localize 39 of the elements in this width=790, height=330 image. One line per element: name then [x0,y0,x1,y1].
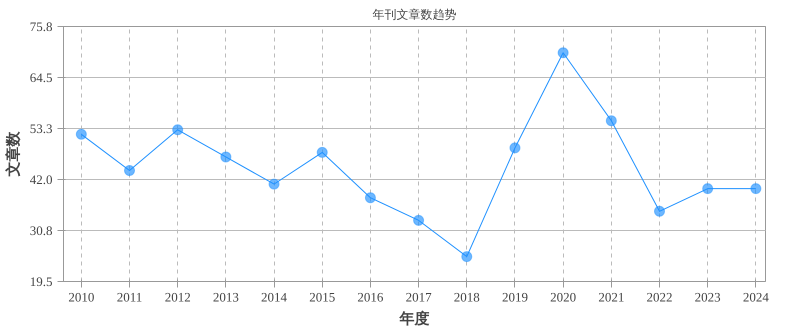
point [364,192,376,204]
point [461,251,472,262]
point [316,146,328,158]
point [413,214,424,226]
x-tick-label: 2016 [357,290,384,304]
y-tick-label: 53.3 [30,120,52,136]
x-tick-label: 2010 [68,290,94,304]
y-tick-label: 64.5 [30,70,52,86]
x-tick-label: 2022 [646,290,672,304]
x-tick-label: 2015 [309,290,336,304]
point [509,142,520,154]
x-tick-label: 2024 [742,290,770,304]
point [702,183,714,194]
x-tick-label: 2014 [261,290,288,304]
x-tick-label: 2011 [116,290,142,304]
x-axis-title: 年度 [398,310,430,328]
x-tick-label: 2012 [164,290,191,304]
point [124,165,136,176]
y-tick-label: 75.8 [30,19,52,34]
point [220,151,232,162]
x-tick-label: 2023 [694,290,721,304]
point [172,124,184,136]
point [76,128,87,140]
x-tick-label: 2020 [550,290,576,304]
y-tick-label: 42.0 [30,172,52,188]
point [558,47,569,58]
x-tick-label: 2017 [406,290,432,304]
chart-title: 年刊文章数趋势 [372,8,456,22]
y-axis-title: 文章数 [4,130,22,178]
x-tick-label: 2018 [454,290,480,304]
x-tick-label: 2021 [598,290,624,304]
point [606,115,617,126]
x-tick-label: 2013 [212,290,239,304]
y-tick-label: 19.5 [30,274,52,289]
point [654,206,665,217]
point [750,183,762,194]
x-tick-label: 2019 [502,290,528,304]
y-tick-label: 30.8 [30,222,52,238]
point [268,178,280,190]
